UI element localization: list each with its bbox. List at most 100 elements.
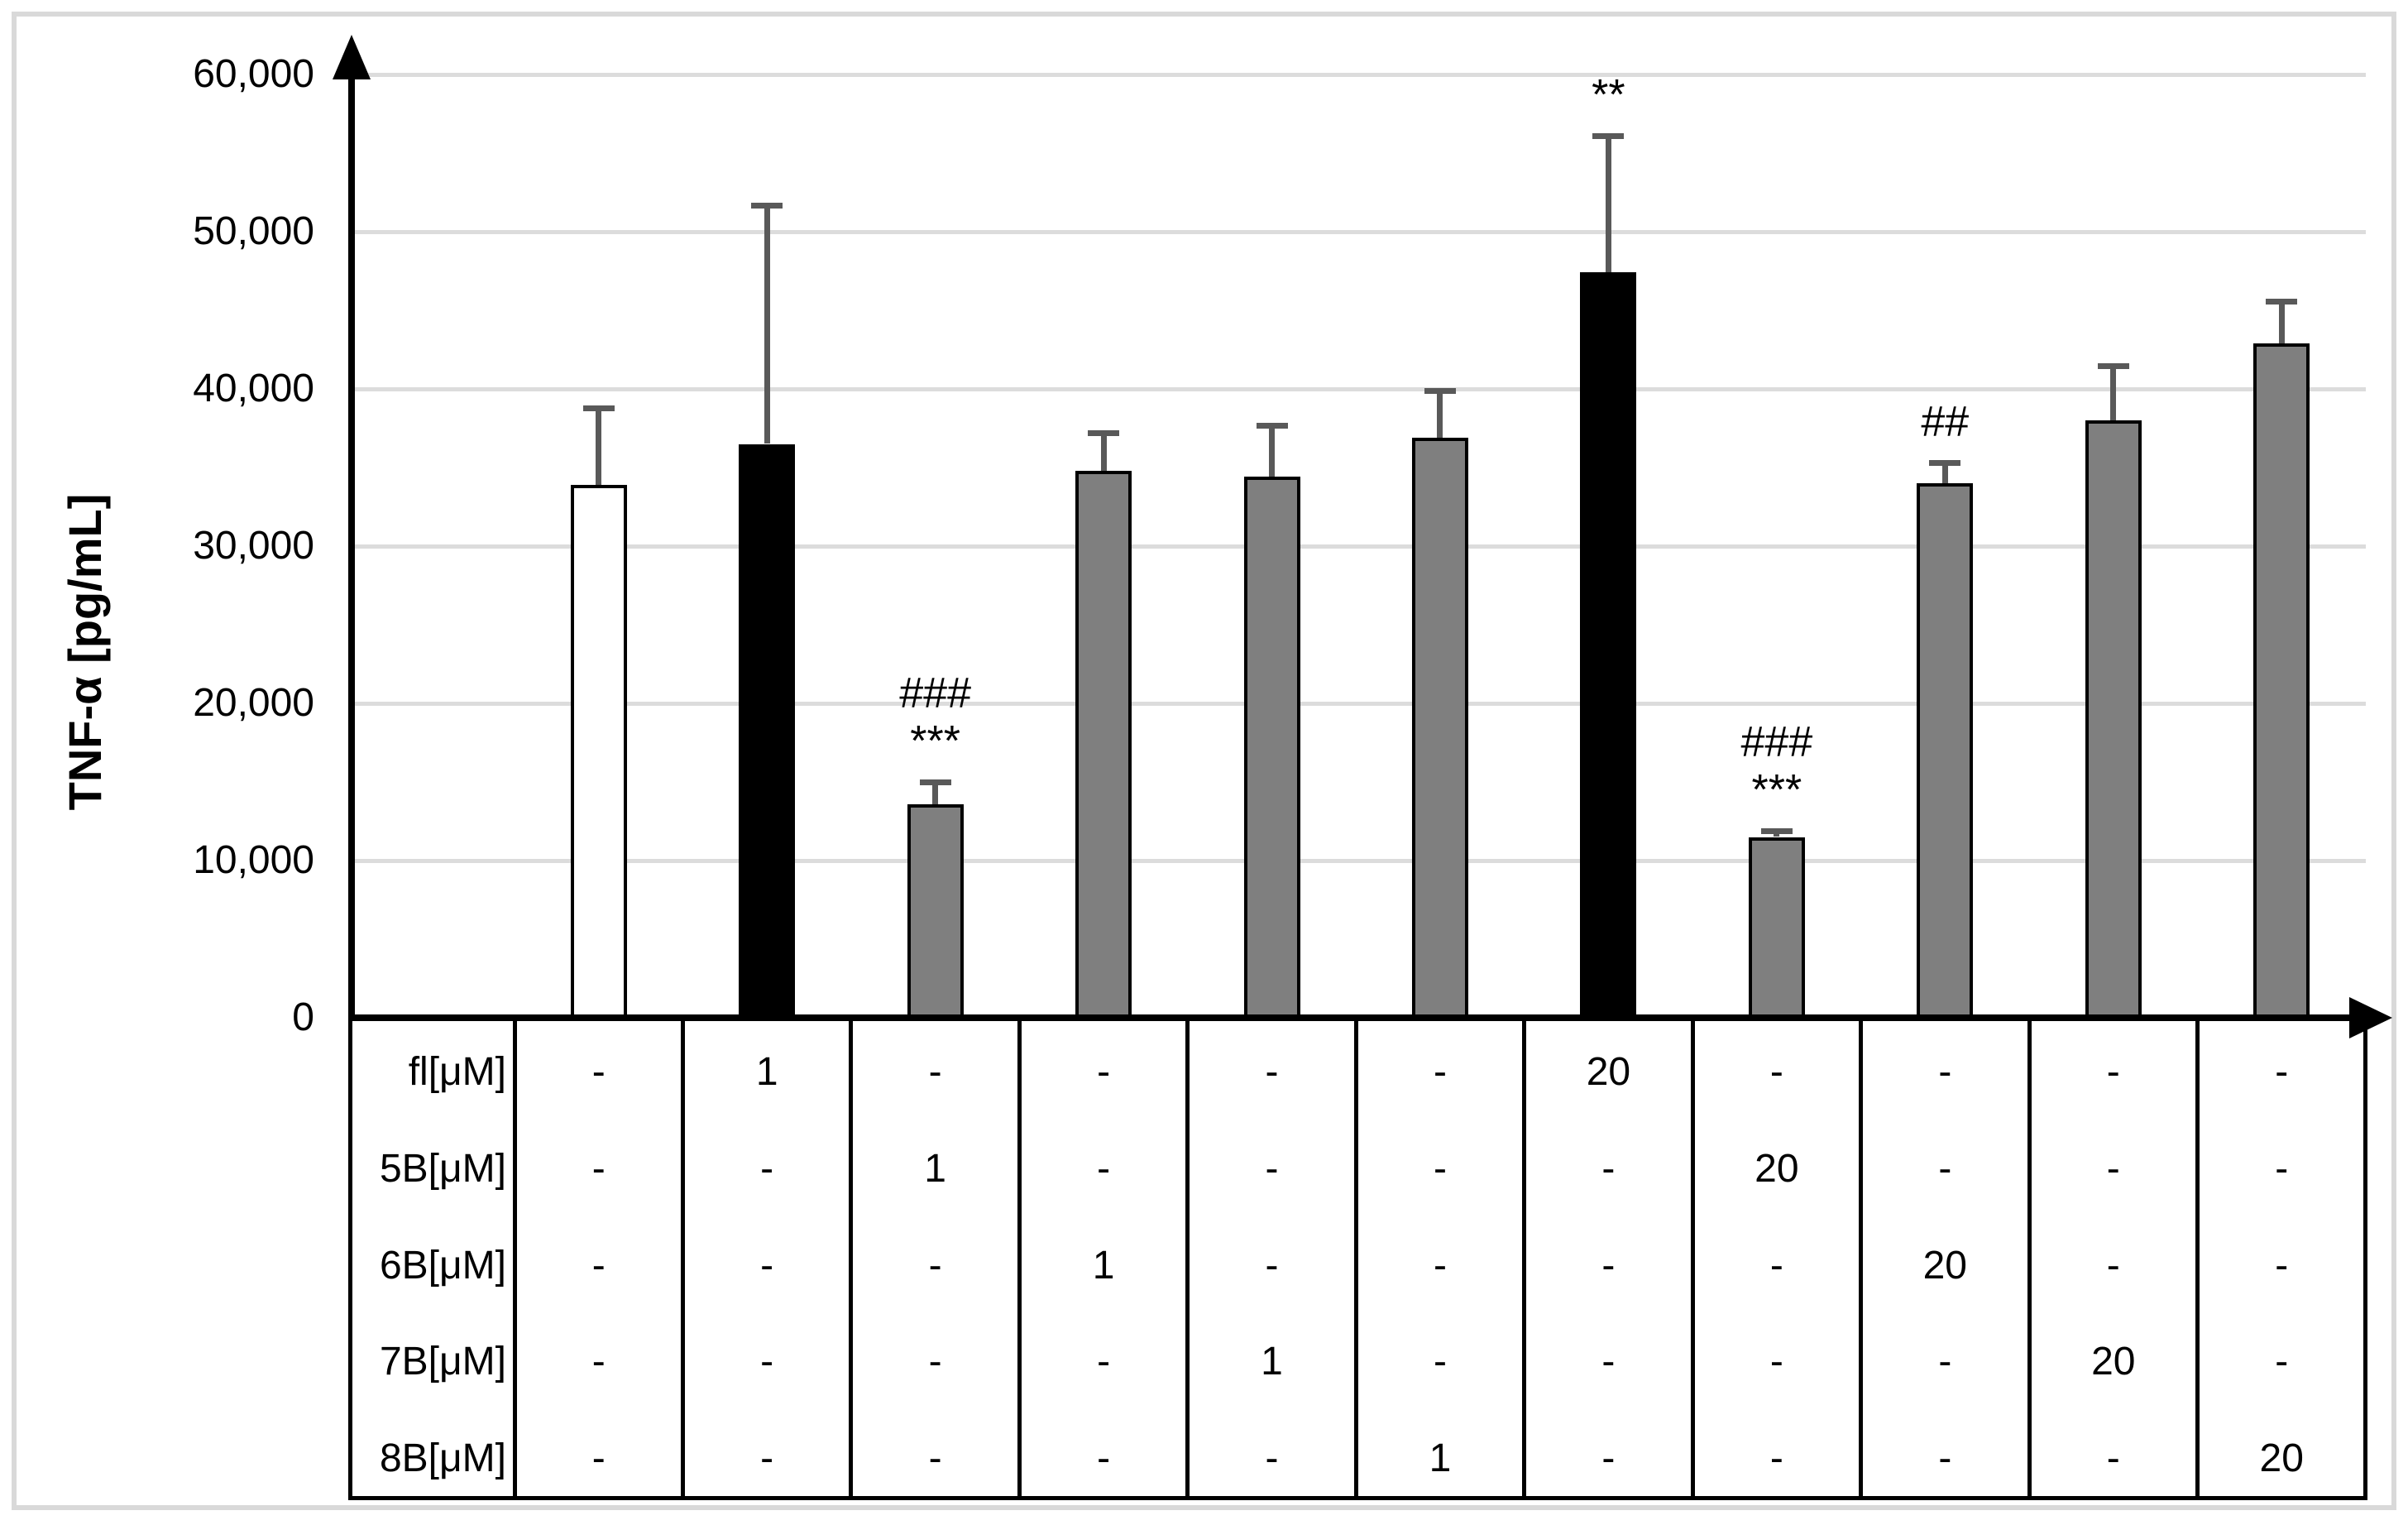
table-cell: - [1265, 1050, 1279, 1095]
table-cell: - [928, 1050, 942, 1095]
gridline [352, 387, 2366, 391]
table-cell: 20 [2259, 1436, 2304, 1480]
table-row-label: fl[μM] [408, 1050, 506, 1095]
table-cell: - [1097, 1050, 1111, 1095]
error-bar-cap [751, 202, 783, 209]
table-cell: - [1601, 1146, 1616, 1191]
table-cell: 1 [1092, 1243, 1115, 1288]
table-cell: - [591, 1243, 606, 1288]
table-column-line [2027, 1018, 2032, 1500]
table-cell: 1 [1429, 1436, 1452, 1480]
y-tick-label: 0 [292, 995, 314, 1039]
table-cell: - [928, 1243, 942, 1288]
error-bar [1941, 463, 1948, 483]
table-column-line [1690, 1018, 1695, 1500]
y-tick-label: 20,000 [193, 681, 314, 725]
significance-annotation-line: *** [1751, 765, 1802, 814]
x-axis-arrow-icon [2349, 997, 2392, 1038]
table-row-label: 7B[μM] [379, 1340, 506, 1384]
error-bar-cap [2266, 298, 2298, 305]
table-cell: - [2275, 1243, 2289, 1288]
significance-annotation-line: *** [910, 717, 960, 765]
significance-annotation: ** [1484, 71, 1732, 119]
table-cell: - [760, 1436, 774, 1480]
table-row-label: 5B[μM] [379, 1146, 506, 1191]
y-tick-label: 50,000 [193, 209, 314, 253]
table-cell: - [1769, 1050, 1783, 1095]
table-cell: - [591, 1436, 606, 1480]
table-cell: 1 [924, 1146, 946, 1191]
table-cell: - [1097, 1340, 1111, 1384]
bar [2253, 343, 2310, 1021]
gridline [352, 73, 2366, 77]
table-cell: - [2106, 1146, 2120, 1191]
table-column-line [680, 1018, 685, 1500]
significance-annotation: ### *** [811, 669, 1060, 765]
x-axis-line [348, 1014, 2357, 1021]
table-cell: - [2106, 1050, 2120, 1095]
table-cell: 1 [755, 1050, 778, 1095]
table-cell: - [1433, 1243, 1447, 1288]
gridline [352, 230, 2366, 234]
bar [570, 484, 627, 1021]
table-column-line [1522, 1018, 1527, 1500]
significance-annotation-line: ### [899, 669, 971, 717]
error-bar-cap [919, 779, 951, 785]
table-row-label: 8B[μM] [379, 1436, 506, 1480]
error-bar-cap [1256, 422, 1288, 429]
significance-annotation-line: ## [1921, 398, 1970, 447]
table-cell: - [591, 1146, 606, 1191]
table-border-left [348, 1018, 352, 1500]
bar [1411, 437, 1468, 1021]
bar [1075, 470, 1132, 1021]
table-column-line [2195, 1018, 2200, 1500]
y-axis-line [348, 61, 355, 1018]
error-bar-cap [1760, 827, 1793, 834]
table-cell: 20 [2091, 1340, 2136, 1384]
bar [1917, 483, 1974, 1021]
bar [739, 444, 796, 1021]
table-cell: - [1769, 1243, 1783, 1288]
table-border-bottom [350, 1496, 2366, 1500]
gridline [352, 859, 2366, 863]
error-bar-cap [1088, 430, 1120, 437]
table-cell: - [1433, 1146, 1447, 1191]
table-cell: - [1601, 1340, 1616, 1384]
table-cell: - [2275, 1340, 2289, 1384]
table-cell: - [1938, 1050, 1952, 1095]
y-axis-arrow-icon [333, 35, 371, 79]
table-cell: - [2275, 1050, 2289, 1095]
table-cell: - [1433, 1050, 1447, 1095]
table-cell: - [760, 1146, 774, 1191]
error-bar [764, 204, 770, 444]
table-column-line [1017, 1018, 1022, 1500]
table-cell: 20 [1586, 1050, 1631, 1095]
table-cell: - [1769, 1340, 1783, 1384]
table-cell: - [928, 1340, 942, 1384]
table-column-line [1185, 1018, 1190, 1500]
bar [2085, 420, 2142, 1021]
table-column-line [1859, 1018, 1864, 1500]
bar [1243, 477, 1300, 1021]
table-cell: - [1938, 1436, 1952, 1480]
gridline [352, 702, 2366, 706]
bar [1748, 837, 1805, 1021]
error-bar [1100, 433, 1107, 471]
error-bar [2278, 300, 2285, 343]
table-cell: - [1433, 1340, 1447, 1384]
error-bar-cap [2097, 362, 2129, 369]
error-bar [1605, 136, 1611, 273]
table-cell: 1 [1261, 1340, 1283, 1384]
table-cell: - [1097, 1436, 1111, 1480]
table-column-line [849, 1018, 854, 1500]
error-bar [1437, 390, 1443, 438]
table-cell: - [1601, 1243, 1616, 1288]
table-cell: - [2106, 1243, 2120, 1288]
y-tick-label: 40,000 [193, 367, 314, 410]
table-border-right [2363, 1018, 2368, 1500]
error-bar [2110, 365, 2117, 420]
gridline [352, 544, 2366, 549]
bar [1580, 272, 1637, 1021]
table-cell: - [2275, 1146, 2289, 1191]
